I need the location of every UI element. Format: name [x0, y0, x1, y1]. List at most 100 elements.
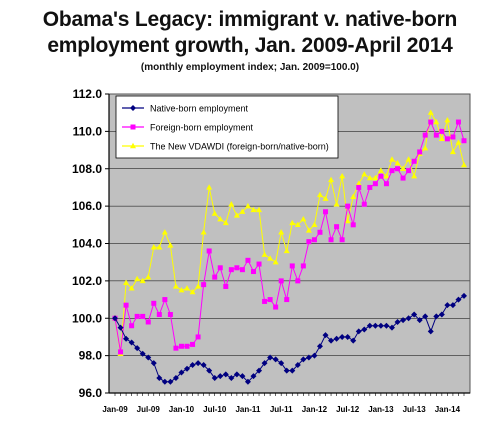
data-point-foreign-born: [201, 282, 207, 288]
data-point-foreign-born: [300, 263, 306, 269]
data-point-foreign-born: [411, 158, 417, 164]
data-point-native-born: [411, 311, 418, 318]
x-tick-label: Jan-09: [102, 405, 128, 414]
data-point-foreign-born: [140, 313, 146, 319]
data-point-vdawdi: [422, 144, 429, 151]
data-point-native-born: [300, 356, 307, 363]
data-point-foreign-born: [273, 304, 279, 310]
data-point-foreign-born: [190, 341, 196, 347]
data-point-native-born: [433, 313, 440, 320]
data-point-vdawdi: [228, 201, 235, 207]
data-point-foreign-born: [134, 313, 140, 319]
data-point-vdawdi: [449, 148, 456, 155]
legend-label-native-born: Native-born employment: [150, 104, 249, 114]
data-point-vdawdi: [350, 193, 357, 199]
data-point-native-born: [344, 333, 351, 340]
data-point-foreign-born: [345, 203, 351, 209]
data-point-foreign-born: [123, 302, 129, 308]
data-point-foreign-born: [289, 263, 295, 269]
data-point-vdawdi: [217, 216, 224, 222]
data-point-native-born: [355, 328, 362, 335]
data-point-vdawdi: [405, 156, 412, 162]
data-point-vdawdi: [139, 277, 146, 284]
data-point-vdawdi: [267, 255, 274, 261]
data-point-vdawdi: [433, 118, 440, 125]
x-tick-label: Jul-11: [270, 405, 293, 414]
data-point-foreign-born: [178, 343, 184, 349]
data-point-vdawdi: [388, 156, 395, 162]
data-point-native-born: [416, 317, 423, 324]
data-point-native-born: [139, 350, 146, 357]
data-point-native-born: [156, 375, 163, 382]
data-point-vdawdi: [361, 171, 368, 177]
data-point-foreign-born: [234, 265, 240, 271]
data-point-native-born: [305, 354, 312, 361]
series-layer: [112, 109, 467, 385]
y-tick-label: 108.0: [72, 162, 102, 176]
data-point-native-born: [272, 356, 279, 363]
data-point-foreign-born: [417, 149, 423, 155]
data-point-vdawdi: [438, 135, 445, 142]
data-point-vdawdi: [366, 174, 373, 181]
legend-marker-vdawdi: [130, 142, 136, 149]
data-point-vdawdi: [427, 109, 434, 115]
data-point-foreign-born: [372, 181, 378, 187]
x-tick-label: Jul-09: [137, 405, 161, 414]
x-tick-label: Jan-14: [435, 405, 461, 414]
data-point-native-born: [322, 332, 329, 339]
data-point-native-born: [195, 360, 202, 367]
data-point-native-born: [112, 315, 118, 322]
data-point-native-born: [206, 367, 213, 374]
data-point-native-born: [444, 302, 451, 309]
data-point-native-born: [438, 311, 445, 318]
legend-label-foreign-born: Foreign-born employment: [150, 123, 254, 133]
data-point-native-born: [316, 343, 323, 350]
data-point-vdawdi: [272, 258, 279, 265]
data-point-native-born: [361, 326, 368, 333]
data-point-foreign-born: [406, 168, 412, 174]
data-point-vdawdi: [239, 208, 246, 214]
data-point-foreign-born: [383, 181, 389, 187]
data-point-vdawdi: [261, 251, 268, 257]
data-point-vdawdi: [400, 165, 407, 171]
data-point-native-born: [184, 365, 191, 372]
data-point-foreign-born: [317, 229, 323, 235]
data-point-foreign-born: [311, 237, 317, 243]
data-point-vdawdi: [200, 229, 207, 235]
data-point-native-born: [217, 373, 224, 380]
data-point-foreign-born: [395, 166, 401, 172]
data-point-vdawdi: [294, 221, 301, 228]
data-point-native-born: [256, 367, 263, 374]
data-point-vdawdi: [461, 161, 467, 168]
x-tick-label: Jul-12: [336, 405, 360, 414]
data-point-native-born: [289, 367, 296, 374]
data-point-vdawdi: [195, 283, 202, 289]
y-tick-label: 110.0: [73, 124, 103, 138]
data-point-vdawdi: [172, 283, 179, 289]
data-point-foreign-born: [217, 265, 223, 271]
data-point-vdawdi: [444, 116, 451, 123]
data-point-foreign-born: [295, 278, 301, 284]
data-point-native-born: [350, 337, 357, 344]
data-point-vdawdi: [189, 288, 196, 295]
data-point-native-born: [161, 378, 168, 385]
data-point-native-born: [455, 296, 462, 303]
data-point-vdawdi: [344, 217, 351, 224]
data-point-native-born: [366, 322, 373, 329]
data-point-foreign-born: [162, 297, 168, 303]
data-point-vdawdi: [300, 216, 307, 222]
series-foreign-born: [112, 119, 467, 355]
data-point-foreign-born: [334, 224, 340, 230]
data-point-native-born: [278, 360, 285, 367]
data-point-native-born: [145, 354, 152, 361]
data-point-vdawdi: [244, 202, 251, 209]
data-point-native-born: [211, 375, 218, 382]
data-point-vdawdi: [206, 184, 213, 190]
data-point-vdawdi: [128, 285, 135, 291]
data-point-native-born: [405, 315, 412, 322]
data-point-foreign-born: [223, 283, 229, 289]
data-point-native-born: [117, 324, 124, 331]
data-point-native-born: [333, 335, 340, 342]
data-point-foreign-born: [173, 345, 179, 351]
data-point-vdawdi: [355, 180, 362, 186]
